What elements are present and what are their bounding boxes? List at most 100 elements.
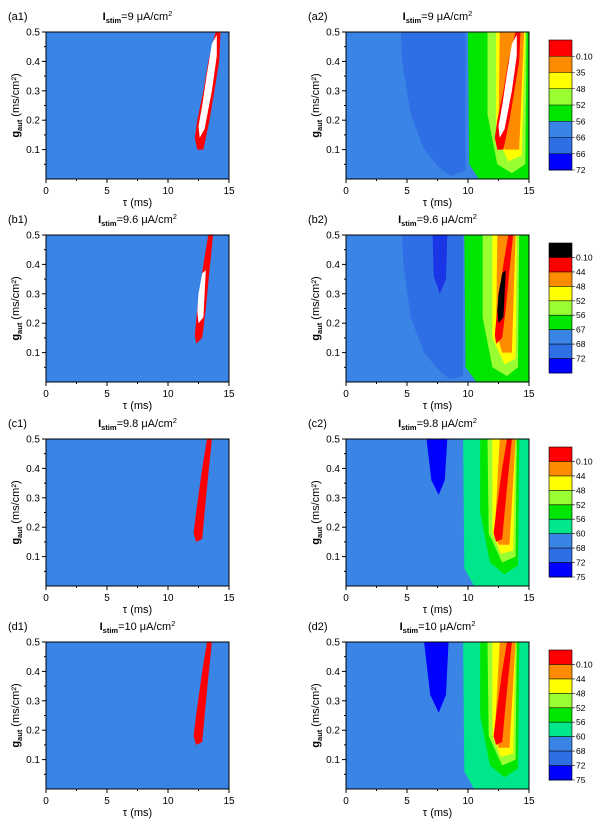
legend-label: 44 xyxy=(576,674,586,684)
contour-region-0 xyxy=(193,642,212,745)
y-axis-label-symbol: g xyxy=(310,538,322,545)
contour-region-6 xyxy=(498,34,517,138)
color-legend: 0.10 44 48 52 56 67 68 72 xyxy=(548,242,593,374)
legend-label: 48 xyxy=(576,485,586,495)
x-axis-label: τ (ms) xyxy=(423,807,452,819)
x-tick-label: 10 xyxy=(162,593,174,604)
y-axis-label: gaut (ms/cm²) xyxy=(310,73,324,137)
y-axis-label-symbol: g xyxy=(310,334,322,341)
title-symbol: I xyxy=(403,11,406,23)
contour-region-1 xyxy=(197,270,206,324)
legend-swatch xyxy=(549,650,572,665)
y-axis-label-subscript: aut xyxy=(15,526,24,538)
x-tick-label: 15 xyxy=(523,796,535,807)
y-tick-label: 0.2 xyxy=(26,116,40,127)
title-superscript: 2 xyxy=(173,416,177,425)
y-axis-label-subscript: aut xyxy=(315,119,324,131)
y-axis-label: gaut (ms/cm²) xyxy=(310,480,324,544)
title-symbol: I xyxy=(98,418,101,430)
y-axis-label: gaut (ms/cm²) xyxy=(310,683,324,747)
title-value: =9 μA/cm xyxy=(421,11,468,23)
legend-swatch xyxy=(549,257,572,273)
title-value: =10 μA/cm xyxy=(418,621,471,633)
y-tick-label: 0.2 xyxy=(26,319,40,330)
legend-swatch xyxy=(549,358,572,374)
x-tick-label: 0 xyxy=(343,389,349,400)
panel-label: (b2) xyxy=(308,214,328,226)
title-superscript: 2 xyxy=(473,416,477,425)
x-tick-label: 10 xyxy=(462,389,474,400)
legend-swatch xyxy=(549,153,572,171)
color-legend: 0.10 44 48 52 56 60 68 72 75 xyxy=(548,446,593,582)
legend-label: 35 xyxy=(576,68,586,78)
contour-regions xyxy=(400,32,529,179)
y-tick-label: 0.4 xyxy=(26,260,40,271)
contour-regions xyxy=(194,235,214,344)
legend-swatch xyxy=(549,504,572,520)
y-axis-label-subscript: aut xyxy=(315,729,324,741)
legend-swatch xyxy=(549,137,572,155)
contour-region-1 xyxy=(198,34,217,138)
title-value: =9.8 μA/cm xyxy=(117,418,173,430)
x-tick-label: 15 xyxy=(523,186,535,197)
x-tick-label: 0 xyxy=(343,593,349,604)
legend-label: 56 xyxy=(576,717,586,727)
x-tick-label: 15 xyxy=(523,389,535,400)
contour-region-0 xyxy=(424,642,449,713)
legend-swatch xyxy=(549,751,572,766)
legend-label: 52 xyxy=(576,703,586,713)
y-axis-label-units: (ms/cm²) xyxy=(310,683,322,726)
legend-label: 52 xyxy=(576,100,586,110)
legend-swatch xyxy=(549,56,572,73)
title-symbol: I xyxy=(100,621,103,633)
x-tick-label: 10 xyxy=(162,796,174,807)
panel-title: Istim=9.6 μA/cm2 xyxy=(398,212,477,228)
legend-swatch xyxy=(549,722,572,738)
legend-swatch xyxy=(549,300,572,316)
x-tick-label: 5 xyxy=(404,796,410,807)
y-axis-label-units: (ms/cm²) xyxy=(310,276,322,319)
title-value: =10 μA/cm xyxy=(118,621,171,633)
contour-region-0 xyxy=(400,32,466,177)
y-axis-label-subscript: aut xyxy=(315,526,324,538)
y-axis-label-symbol: g xyxy=(310,741,322,748)
y-tick-label: 0.4 xyxy=(26,667,40,678)
legend-swatch xyxy=(549,243,572,258)
title-value: =9.6 μA/cm xyxy=(417,214,473,226)
legend-label: 0.10 xyxy=(576,252,593,262)
x-tick-label: 15 xyxy=(223,796,235,807)
y-tick-label: 0.5 xyxy=(26,231,40,242)
legend-swatch xyxy=(549,344,572,359)
legend-swatch xyxy=(549,121,572,138)
legend-swatch xyxy=(549,88,572,106)
legend-swatch xyxy=(549,475,572,491)
legend-swatch xyxy=(549,548,572,563)
y-tick-label: 0.1 xyxy=(26,755,40,766)
panel-d1: 0 5 10 15 0.1 0.2 0.3 0.4 0.5 τ (ms) gaut (ms/cm²) (… xyxy=(8,619,235,819)
y-tick-label: 0.3 xyxy=(26,493,40,504)
y-tick-label: 0.3 xyxy=(326,696,340,707)
y-axis-label-units: (ms/cm²) xyxy=(10,480,22,523)
legend-label: 66 xyxy=(576,133,586,143)
x-axis-label: τ (ms) xyxy=(123,197,152,209)
legend-swatch xyxy=(549,765,572,781)
contour-regions xyxy=(426,439,529,586)
y-axis-label-units: (ms/cm²) xyxy=(310,73,322,116)
x-axis-label: τ (ms) xyxy=(423,197,452,209)
x-tick-label: 10 xyxy=(162,186,174,197)
title-value: =9.8 μA/cm xyxy=(417,418,473,430)
color-legend: 0.10 35 48 52 56 66 66 72 xyxy=(548,39,593,175)
color-legend: 0.10 44 48 52 56 60 68 72 75 xyxy=(548,649,593,785)
panel-b1: 0 5 10 15 0.1 0.2 0.3 0.4 0.5 τ (ms) gaut (ms/cm²) (… xyxy=(8,212,235,412)
x-axis-label: τ (ms) xyxy=(423,400,452,412)
panel-b2: 0 5 10 15 0.1 0.2 0.3 0.4 0.5 τ (ms) gaut (ms/cm²) (… xyxy=(308,212,593,412)
title-subscript: stim xyxy=(403,626,419,635)
panel-title: Istim=10 μA/cm2 xyxy=(400,619,476,635)
title-value: =9.6 μA/cm xyxy=(117,214,173,226)
y-axis-label-symbol: g xyxy=(310,131,322,138)
y-tick-label: 0.4 xyxy=(26,464,40,475)
legend-label: 56 xyxy=(576,310,586,320)
title-subscript: stim xyxy=(406,16,422,25)
panel-label: (b1) xyxy=(8,214,28,226)
x-tick-label: 15 xyxy=(223,389,235,400)
